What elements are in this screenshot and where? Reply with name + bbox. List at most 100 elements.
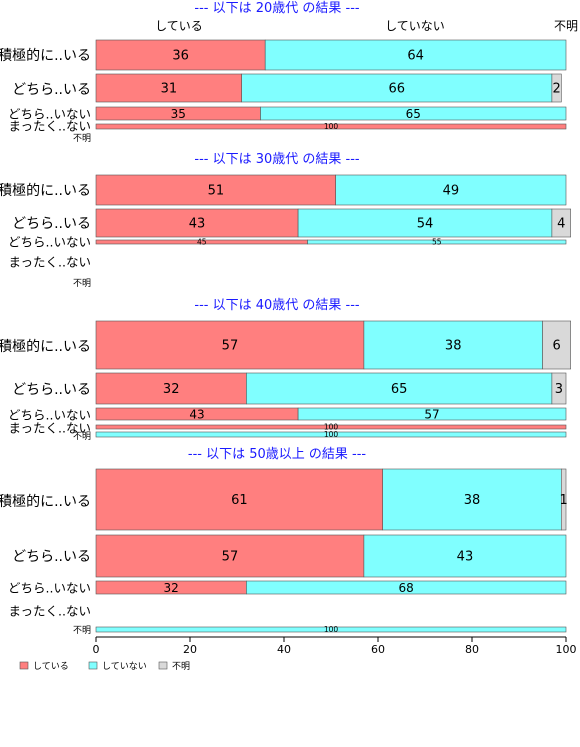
- row-category-label: まったく..ない: [9, 118, 91, 133]
- legend-swatch: [19, 661, 29, 670]
- column-header-label: していない: [385, 19, 445, 33]
- row-category-label: まったく..ない: [9, 420, 91, 435]
- row-category-label: 不明: [73, 133, 91, 144]
- legend-label: 不明: [172, 661, 190, 672]
- bar-segment: [246, 580, 567, 595]
- bar-segment: [95, 626, 567, 633]
- bar-segment: [241, 73, 553, 103]
- legend-label: していない: [102, 661, 147, 672]
- row-category-label: 積極的に..いる: [0, 494, 91, 510]
- bar-segment: [363, 320, 543, 370]
- row-category-label: どちら..いる: [12, 216, 91, 232]
- data-label: 45: [197, 238, 207, 247]
- bar-segment: [551, 208, 572, 238]
- bar-segment: [95, 372, 247, 405]
- data-label: 100: [324, 625, 339, 634]
- data-label: 51: [208, 184, 225, 199]
- legend-label: している: [33, 661, 69, 672]
- data-label: 32: [164, 581, 179, 595]
- bar-segment: [307, 239, 567, 245]
- row-category-label: 積極的に..いる: [0, 48, 91, 64]
- legend-swatch: [158, 661, 168, 670]
- data-label: 55: [432, 238, 442, 247]
- bar-segment: [95, 123, 567, 130]
- data-label: 57: [222, 550, 239, 565]
- row-category-label: まったく..ない: [9, 254, 91, 269]
- row-category-label: まったく..ない: [9, 603, 91, 618]
- data-label: 61: [231, 493, 248, 508]
- data-label: 43: [457, 550, 474, 565]
- data-label: 64: [407, 49, 424, 64]
- row-category-label: 不明: [73, 431, 91, 442]
- panel-title: --- 以下は 30歳代 の結果 ---: [194, 152, 360, 167]
- row-category-label: どちら..いない: [8, 407, 91, 422]
- data-label: 66: [389, 82, 406, 97]
- data-label: 38: [464, 493, 481, 508]
- bar-segment: [95, 39, 266, 71]
- data-label: 68: [399, 581, 414, 595]
- panel-title: --- 以下は 50歳以上 の結果 ---: [188, 447, 367, 462]
- x-axis-tick-label: 60: [371, 643, 385, 656]
- data-label: 65: [406, 107, 421, 121]
- data-label: 35: [171, 107, 186, 121]
- bar-segment: [551, 372, 567, 405]
- bar-segment: [95, 468, 384, 531]
- bar-segment: [551, 73, 562, 103]
- x-axis-tick-label: 80: [465, 643, 479, 656]
- column-header-label: している: [155, 19, 203, 33]
- bar-segment: [95, 424, 567, 430]
- bar-segment: [95, 73, 242, 103]
- panel-title: --- 以下は 40歳代 の結果 ---: [194, 298, 360, 313]
- row-category-label: どちら..いない: [8, 234, 91, 249]
- bar-segment: [95, 320, 365, 370]
- bar-segment: [560, 468, 567, 531]
- data-label: 57: [424, 407, 439, 421]
- x-axis-tick-label: 20: [183, 643, 197, 656]
- row-category-label: 積極的に..いる: [0, 183, 91, 199]
- data-label: 43: [189, 407, 204, 421]
- bar-segment: [297, 407, 567, 421]
- bar-segment: [95, 534, 365, 578]
- bar-segment: [335, 174, 567, 206]
- data-label: 6: [552, 339, 560, 354]
- data-label: 36: [172, 49, 189, 64]
- data-label: 100: [324, 430, 339, 439]
- panel-title: --- 以下は 20歳代 の結果 ---: [194, 1, 360, 16]
- data-label: 65: [391, 382, 408, 397]
- data-label: 1: [560, 493, 568, 508]
- bar-segment: [246, 372, 553, 405]
- bar-segment: [542, 320, 572, 370]
- row-category-label: どちら..いない: [8, 106, 91, 121]
- x-axis-tick-label: 40: [277, 643, 291, 656]
- data-label: 100: [324, 122, 339, 131]
- data-label: 38: [445, 339, 462, 354]
- data-label: 2: [552, 82, 560, 97]
- bar-segment: [95, 174, 336, 206]
- bar-segment: [382, 468, 562, 531]
- data-label: 100: [324, 423, 339, 432]
- row-category-label: どちら..いない: [8, 580, 91, 595]
- bar-segment: [363, 534, 567, 578]
- x-axis-tick-label: 0: [93, 643, 100, 656]
- bar-segment: [264, 39, 567, 71]
- x-axis-tick-label: 100: [556, 643, 577, 656]
- row-category-label: どちら..いる: [12, 82, 91, 98]
- bar-segment: [95, 208, 299, 238]
- data-label: 49: [443, 184, 460, 199]
- data-label: 32: [163, 382, 180, 397]
- bar-segment: [260, 106, 567, 121]
- row-category-label: どちら..いる: [12, 549, 91, 565]
- data-label: 43: [189, 217, 206, 232]
- row-category-label: どちら..いる: [12, 382, 91, 398]
- data-label: 31: [161, 82, 178, 97]
- bar-segment: [95, 431, 567, 438]
- legend-swatch: [88, 661, 98, 670]
- data-label: 3: [555, 382, 563, 397]
- data-label: 54: [417, 217, 434, 232]
- data-label: 57: [222, 339, 239, 354]
- data-label: 4: [557, 217, 565, 232]
- row-category-label: 積極的に..いる: [0, 339, 91, 355]
- row-category-label: 不明: [73, 278, 91, 289]
- row-category-label: 不明: [73, 625, 91, 636]
